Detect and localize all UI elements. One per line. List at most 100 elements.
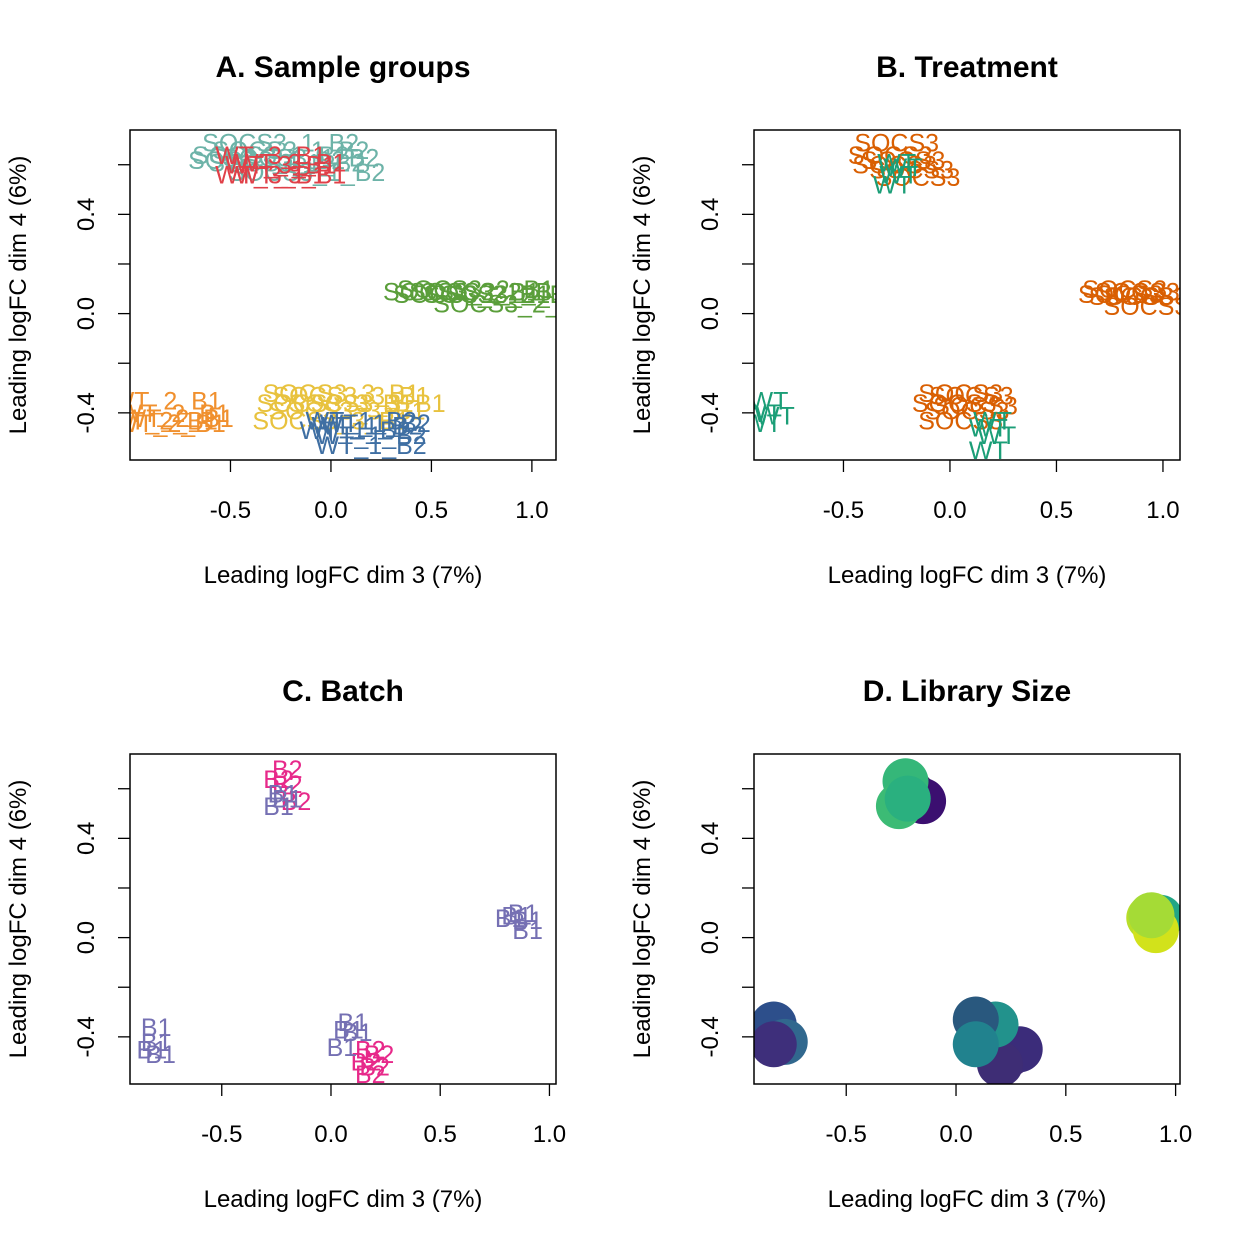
point-label: WT_1_B2 — [316, 422, 427, 450]
x-tick-label: 0.0 — [314, 1121, 347, 1148]
x-axis-label: Leading logFC dim 3 (7%) — [828, 1186, 1107, 1213]
y-tick-label: -0.4 — [697, 392, 724, 433]
point-label: WT — [884, 154, 923, 182]
point-label: SOCS3_2_B1 — [433, 291, 590, 319]
point-label: SOCS3 — [1089, 283, 1174, 311]
chart-panel-3: C. Batch -0.5 0.0 0.5 1.0 Leading logFC dim 3… — [5, 675, 566, 1213]
chart-title: A. Sample groups — [215, 51, 470, 84]
point-label: SOCS3 — [852, 152, 937, 180]
chart-title: B. Treatment — [876, 51, 1058, 84]
x-tick-label: 0.0 — [933, 497, 966, 524]
point-label: WT — [756, 402, 795, 430]
point-label: SOCS3 — [876, 164, 961, 192]
chart-title: D. Library Size — [863, 675, 1071, 708]
x-axis-label: Leading logFC dim 3 (7%) — [204, 562, 483, 589]
point-label: SOCS3 — [1078, 281, 1163, 309]
point-label: WT_1_B2 — [305, 407, 416, 435]
point-label: SOCS3 — [1095, 278, 1180, 306]
point-circle — [884, 775, 931, 822]
plot-frame — [753, 129, 1181, 461]
chart-title: C. Batch — [282, 675, 404, 708]
y-axis-label: Leading logFC dim 4 (6%) — [629, 780, 656, 1059]
point-label: B1 — [141, 1029, 172, 1057]
y-tick-label: 0.4 — [73, 198, 100, 231]
x-axis: -0.5 0.0 0.5 1.0 — [201, 1084, 566, 1148]
point-label: SOCS3 — [933, 392, 1018, 420]
x-tick-label: 1.0 — [533, 1121, 566, 1148]
point-label: WT — [873, 172, 912, 200]
point-label: SOCS3_3_B1 — [262, 380, 419, 408]
point-label: WT — [973, 407, 1012, 435]
point-label: B2 — [351, 1049, 382, 1077]
x-axis-label: Leading logFC dim 3 (7%) — [204, 1186, 483, 1213]
point-label: SOCS3 — [929, 382, 1014, 410]
x-tick-label: -0.5 — [201, 1121, 242, 1148]
point-label: B1 — [268, 781, 299, 809]
point-label: SOCS3 — [918, 407, 1003, 435]
point-label: SOCS3_2_B1 — [383, 278, 540, 306]
point-label: SOCS3 — [912, 390, 997, 418]
point-label: B2 — [355, 1061, 386, 1089]
plot-area — [754, 758, 1180, 1084]
point-label: SOCS3 — [925, 397, 1010, 425]
point-label: B1 — [501, 902, 532, 930]
point-circle — [1128, 892, 1175, 939]
point-label: SOCS3 — [1082, 276, 1167, 304]
point-label: SOCS3 — [1104, 283, 1189, 311]
point-label: SOCS3_3_B1 — [268, 397, 425, 425]
point-label: SOCS3_1_B2 — [212, 137, 369, 165]
x-tick-label: 0.5 — [424, 1121, 457, 1148]
y-axis-label: Leading logFC dim 4 (6%) — [5, 780, 32, 1059]
point-label: B1 — [512, 907, 543, 935]
point-label: SOCS3 — [1104, 293, 1189, 321]
point-label: SOCS3_2_B1 — [423, 281, 580, 309]
point-label: B1 — [272, 786, 303, 814]
y-tick-label: 0.4 — [73, 822, 100, 855]
point-label: B1 — [263, 793, 294, 821]
point-label: SOCS3_2_B1 — [397, 276, 554, 304]
x-axis: -0.5 0.0 0.5 1.0 — [823, 460, 1180, 524]
plot-frame — [753, 753, 1181, 1085]
point-label: B2 — [272, 771, 303, 799]
point-label: WT — [969, 437, 1008, 465]
y-tick-label: -0.4 — [73, 1016, 100, 1057]
point-label: SOCS3 — [854, 129, 939, 157]
y-tick-label: 0.4 — [697, 198, 724, 231]
point-label: WT_2_B1 — [107, 407, 218, 435]
point-label: SOCS3 — [918, 380, 1003, 408]
point-label: SOCS3_1_B2 — [188, 147, 345, 175]
point-label: B1 — [508, 900, 539, 928]
point-label: WT — [977, 422, 1016, 450]
point-label: B1 — [327, 1034, 358, 1062]
point-label: SOCS3 — [861, 147, 946, 175]
point-label: WT — [749, 387, 788, 415]
point-label: WT — [879, 162, 918, 190]
plot-area: B2B2B2B2B2B2B2B2B2B1B1B1B1B1B1B1B1B1B1B1… — [137, 756, 543, 1089]
point-label: WT_1_B2 — [312, 412, 423, 440]
x-tick-label: -0.5 — [210, 497, 251, 524]
x-axis: -0.5 0.0 0.5 1.0 — [826, 1084, 1192, 1148]
x-axis: -0.5 0.0 0.5 1.0 — [210, 460, 549, 524]
point-label: B1 — [512, 917, 543, 945]
point-label: WT — [877, 149, 916, 177]
point-label: B1 — [495, 905, 526, 933]
y-tick-label: 0.0 — [697, 921, 724, 954]
point-label: B1 — [338, 1009, 369, 1037]
chart-panel-4: D. Library Size -0.5 0.0 0.5 1.0 Leading logF… — [629, 675, 1192, 1213]
point-label: WT_3_B1 — [215, 142, 326, 170]
y-axis-label: Leading logFC dim 4 (6%) — [629, 156, 656, 435]
point-label: WT — [743, 410, 782, 438]
plot-frame — [129, 129, 557, 461]
x-tick-label: 0.0 — [314, 497, 347, 524]
point-label: WT_2_B1 — [115, 410, 226, 438]
point-label: B1 — [137, 1036, 168, 1064]
point-label: WT_1_B2 — [299, 417, 410, 445]
point-label: WT_2_B1 — [119, 400, 230, 428]
point-label: WT_3_B1 — [235, 149, 346, 177]
point-label: WT_1_B2 — [316, 432, 427, 460]
point-circle — [754, 1021, 797, 1068]
x-tick-label: 1.0 — [515, 497, 548, 524]
point-label: SOCS3_3_B1 — [289, 390, 446, 418]
point-label: B2 — [355, 1036, 386, 1064]
